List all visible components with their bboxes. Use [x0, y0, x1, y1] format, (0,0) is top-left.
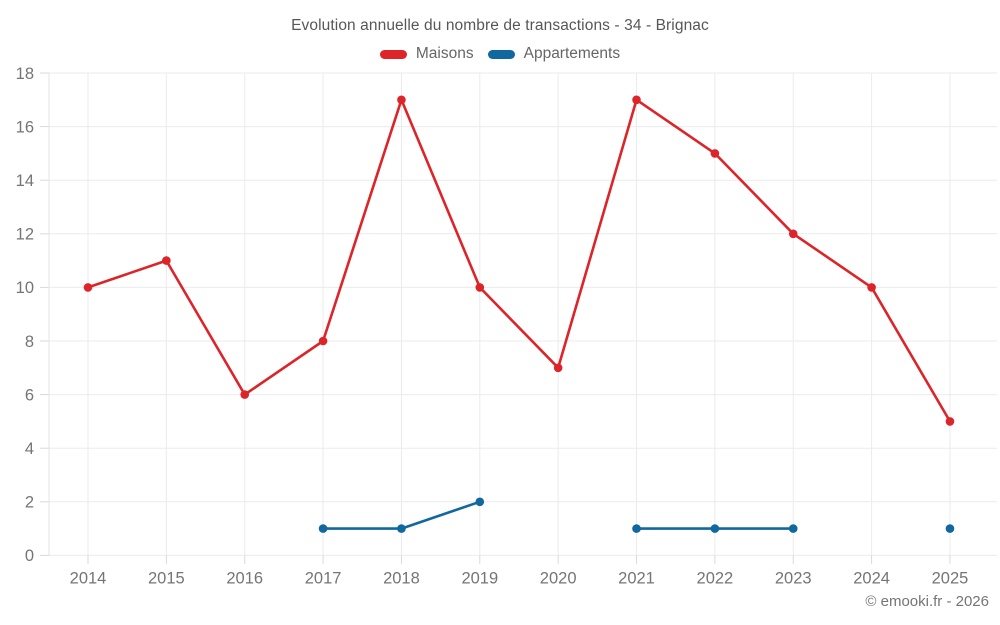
data-point-maisons[interactable]: [553, 363, 563, 373]
copyright-footer: © emooki.fr - 2026: [865, 593, 989, 610]
data-point-appartements[interactable]: [397, 524, 406, 533]
y-axis-label: 18: [16, 65, 34, 83]
data-point-appartements[interactable]: [632, 524, 641, 533]
data-point-maisons[interactable]: [867, 283, 876, 292]
x-axis-label: 2015: [148, 569, 185, 587]
x-axis-label: 2019: [461, 569, 498, 587]
y-axis-label: 14: [16, 172, 34, 190]
y-axis-label: 16: [16, 118, 34, 136]
y-axis-label: 12: [16, 226, 34, 244]
data-point-appartements[interactable]: [710, 524, 720, 533]
legend-item-maisons[interactable]: Maisons: [379, 45, 474, 63]
data-point-maisons[interactable]: [318, 336, 328, 346]
legend: Maisons Appartements: [0, 45, 1000, 63]
y-axis-label: 0: [25, 547, 34, 565]
data-point-maisons[interactable]: [397, 95, 406, 105]
x-axis-label: 2021: [618, 569, 655, 587]
y-axis-label: 8: [25, 333, 34, 351]
y-axis-label: 6: [25, 386, 34, 404]
x-axis-label: 2017: [305, 569, 342, 587]
legend-label-maisons: Maisons: [415, 45, 474, 62]
data-point-maisons[interactable]: [162, 256, 171, 265]
x-axis-label: 2025: [932, 569, 969, 587]
data-point-maisons[interactable]: [945, 417, 955, 426]
data-point-appartements[interactable]: [945, 524, 955, 533]
data-point-maisons[interactable]: [788, 229, 798, 239]
data-point-maisons[interactable]: [475, 283, 485, 292]
legend-item-appartements[interactable]: Appartements: [487, 45, 621, 63]
maisons-series-swatch: [379, 49, 407, 59]
data-point-maisons[interactable]: [710, 149, 720, 158]
data-point-appartements[interactable]: [788, 524, 798, 533]
x-axis-label: 2020: [540, 569, 577, 587]
legend-label-appartements: Appartements: [523, 45, 621, 62]
series-line-maisons: [86, 98, 952, 423]
y-axis-label: 4: [25, 440, 34, 458]
data-point-appartements[interactable]: [475, 497, 485, 507]
x-axis-label: 2014: [70, 569, 107, 587]
data-point-maisons[interactable]: [83, 283, 93, 292]
chart-title: Evolution annuelle du nombre de transact…: [291, 17, 709, 34]
y-axis-label: 2: [25, 494, 34, 512]
appartements-series-swatch: [487, 49, 515, 59]
x-axis-label: 2023: [775, 569, 812, 587]
x-axis-label: 2022: [697, 569, 734, 587]
x-axis-label: 2016: [226, 569, 263, 587]
data-point-appartements[interactable]: [318, 524, 328, 533]
data-point-maisons[interactable]: [632, 95, 641, 105]
x-axis-label: 2018: [383, 569, 420, 587]
x-axis-label: 2024: [853, 569, 890, 587]
y-axis-label: 10: [16, 279, 34, 297]
data-point-maisons[interactable]: [240, 390, 250, 399]
